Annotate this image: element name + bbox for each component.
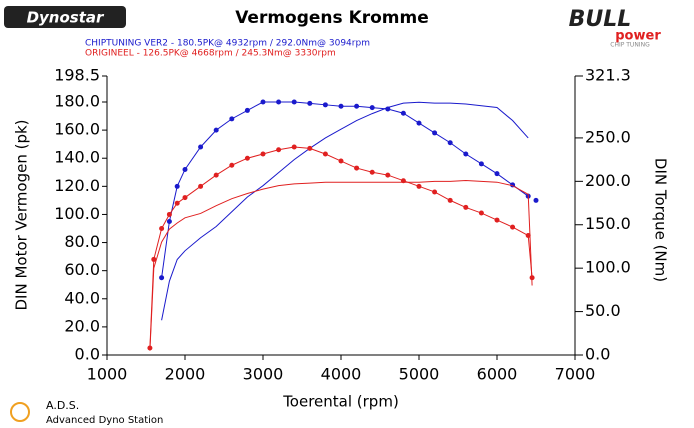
x-tick-label: 6000 (477, 365, 518, 384)
y-tick-label: 20.0 (64, 316, 100, 335)
data-point (416, 120, 422, 126)
data-point (369, 105, 375, 111)
data-point (533, 197, 539, 203)
data-point (244, 155, 250, 161)
data-point (494, 217, 500, 223)
data-point (182, 166, 188, 172)
y2-tick-label: 50.0 (585, 301, 621, 320)
data-point (159, 226, 165, 232)
y2-axis-label: DIN Torque (Nm) (652, 158, 670, 282)
y2-tick-label: 100.0 (585, 258, 631, 277)
y2-tick-label: 250.0 (585, 127, 631, 146)
logo-left: Dynostar (27, 9, 105, 27)
data-point (174, 183, 180, 189)
data-point (182, 195, 188, 201)
logo-right-tag: CHIP TUNING (610, 42, 650, 49)
data-point (400, 110, 406, 116)
data-point (338, 158, 344, 164)
data-point (151, 256, 157, 262)
data-point (447, 140, 453, 146)
data-point (276, 99, 282, 105)
data-point (307, 145, 313, 151)
data-point (494, 171, 500, 177)
data-point (229, 162, 235, 168)
series-line (161, 101, 529, 278)
logo-box (4, 6, 126, 28)
data-point (291, 144, 297, 150)
data-point (478, 210, 484, 216)
logo-right: BULL (569, 7, 632, 32)
x-tick-label: 5000 (399, 365, 440, 384)
data-point (463, 151, 469, 157)
x-tick-label: 1000 (87, 365, 128, 384)
logo-right-sub: power (615, 29, 661, 44)
data-point (478, 161, 484, 167)
data-point (159, 275, 165, 281)
data-point (213, 127, 219, 133)
series-line (149, 179, 533, 351)
y-tick-label: 0.0 (75, 345, 100, 364)
data-point (260, 99, 266, 105)
x-axis-label: Toerental (rpm) (282, 393, 399, 411)
data-point (213, 172, 219, 178)
x-tick-label: 3000 (243, 365, 284, 384)
data-point (369, 169, 375, 175)
footer-icon (10, 402, 30, 422)
data-point (510, 224, 516, 230)
series-line (149, 146, 533, 348)
data-point (166, 218, 172, 224)
data-point (174, 200, 180, 206)
footer-brand-full: Advanced Dyno Station (46, 415, 163, 426)
data-point (447, 197, 453, 203)
data-point (166, 211, 172, 217)
y2-tick-label: 150.0 (585, 214, 631, 233)
y-tick-label: 140.0 (54, 148, 100, 167)
x-tick-label: 4000 (321, 365, 362, 384)
y-tick-label: 180.0 (54, 92, 100, 111)
legend-entry: CHIPTUNING VER2 - 180.5PK@ 4932rpm / 292… (85, 39, 370, 49)
chart-title: Vermogens Kromme (235, 8, 429, 28)
x-tick-label: 7000 (555, 365, 596, 384)
data-point (229, 116, 235, 122)
x-tick-label: 2000 (165, 365, 206, 384)
y-tick-label: 40.0 (64, 288, 100, 307)
y2-tick-label: 200.0 (585, 171, 631, 190)
y-tick-label: 100.0 (54, 204, 100, 223)
y-tick-label: 120.0 (54, 176, 100, 195)
data-point (291, 99, 297, 105)
data-point (307, 100, 313, 106)
data-point (322, 102, 328, 108)
data-point (416, 183, 422, 189)
data-point (322, 151, 328, 157)
data-point (354, 103, 360, 109)
legend-entry: ORIGINEEL - 126.5PK@ 4668rpm / 245.3Nm@ … (85, 49, 336, 59)
data-point (432, 130, 438, 136)
y-tick-label: 198.5 (54, 66, 100, 85)
data-point (463, 204, 469, 210)
y2-tick-label: 0.0 (585, 345, 610, 364)
y-axis-label: DIN Motor Vermogen (pk) (13, 119, 31, 310)
data-point (260, 151, 266, 157)
data-point (244, 107, 250, 113)
data-point (338, 103, 344, 109)
data-point (198, 183, 204, 189)
data-point (276, 147, 282, 153)
y-tick-label: 60.0 (64, 260, 100, 279)
data-point (432, 189, 438, 195)
footer-brand: A.D.S. (46, 399, 79, 412)
data-point (385, 172, 391, 178)
data-point (198, 144, 204, 150)
data-point (354, 165, 360, 171)
series-line (161, 101, 529, 321)
y-tick-label: 80.0 (64, 232, 100, 251)
y-tick-label: 160.0 (54, 120, 100, 139)
y2-tick-label: 321.3 (585, 66, 631, 85)
